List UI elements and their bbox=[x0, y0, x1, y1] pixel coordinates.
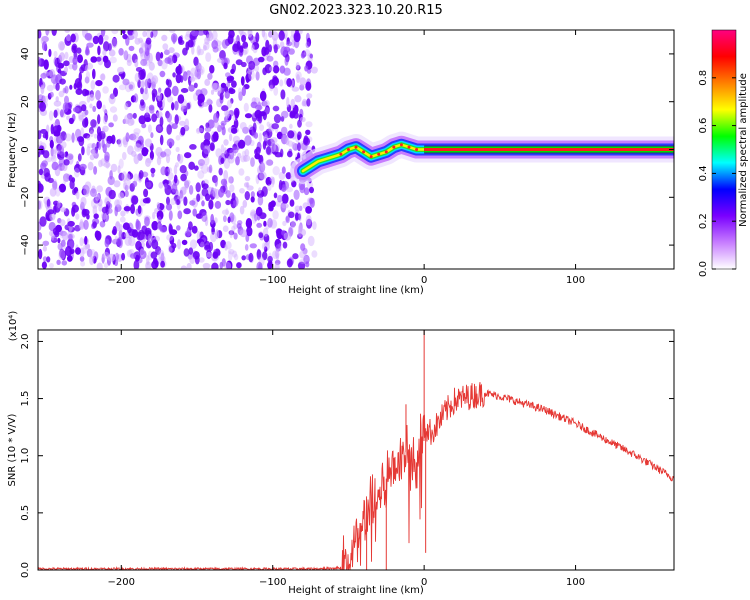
snr-data bbox=[38, 330, 674, 570]
colorbar-gradient bbox=[711, 29, 737, 270]
ridge-peak bbox=[407, 145, 411, 149]
ridge-peak bbox=[369, 155, 373, 159]
y-scale-label: (x10⁴) bbox=[8, 311, 19, 342]
colorbar-tick-label: 0.4 bbox=[698, 165, 709, 181]
panel2-frame bbox=[37, 329, 675, 571]
y-tick-label: −20 bbox=[20, 187, 31, 208]
colorbar-tick-label: 0.0 bbox=[698, 261, 709, 277]
colorbar-tick-label: 0.8 bbox=[698, 70, 709, 86]
y-axis-label: SNR (10 * V/V) bbox=[7, 413, 18, 486]
y-tick-label: 20 bbox=[20, 95, 31, 108]
x-axis-label: Height of straight line (km) bbox=[288, 585, 424, 596]
x-tick-label: 100 bbox=[566, 275, 585, 286]
colorbar-label: Normalized spectral amplitude bbox=[738, 73, 749, 227]
ridge-peak bbox=[384, 150, 388, 154]
x-tick-label: 100 bbox=[566, 577, 585, 588]
ridge-peak bbox=[362, 150, 366, 154]
ridge-peak bbox=[377, 152, 381, 156]
ridge-peak bbox=[346, 148, 350, 151]
y-tick-label: 1.5 bbox=[20, 391, 31, 407]
colorbar: 0.0 0.2 0.4 0.6 0.8 Normalized spectral ampli… bbox=[698, 29, 749, 277]
y-tick-label: 0.0 bbox=[20, 562, 31, 578]
ridge-peak bbox=[339, 152, 343, 156]
colorbar-tick-label: 0.2 bbox=[698, 213, 709, 229]
spectrogram-data bbox=[38, 30, 674, 269]
snr-line bbox=[38, 382, 674, 570]
signal-ridge bbox=[290, 131, 674, 184]
x-tick-label: −100 bbox=[259, 577, 286, 588]
y-tick-label: 2.0 bbox=[20, 333, 31, 349]
y-axis-label: Frequency (Hz) bbox=[7, 112, 18, 188]
x-tick-label: −200 bbox=[108, 275, 135, 286]
x-tick-label: 0 bbox=[421, 275, 427, 286]
y-tick-label: −40 bbox=[20, 235, 31, 256]
x-tick-label: 0 bbox=[421, 577, 427, 588]
noise-region bbox=[38, 30, 318, 269]
ridge-peak bbox=[354, 145, 358, 149]
colorbar-tick-label: 0.6 bbox=[698, 118, 709, 134]
snr-panel: −200 −100 0 100 0.0 0.5 1.0 1.5 2.0 Height of str… bbox=[7, 311, 675, 596]
y-tick-label: 40 bbox=[20, 48, 31, 61]
ridge-peak bbox=[399, 143, 403, 147]
chart-title: GN02.2023.323.10.20.R15 bbox=[269, 3, 443, 18]
x-tick-label: −100 bbox=[259, 275, 286, 286]
y-tick-label: 0 bbox=[20, 146, 31, 152]
ridge-peak bbox=[392, 145, 396, 149]
y-tick-label: 0.5 bbox=[20, 505, 31, 521]
x-tick-label: −200 bbox=[108, 577, 135, 588]
x-axis-label: Height of straight line (km) bbox=[288, 285, 424, 296]
ridge-peak bbox=[415, 148, 419, 151]
y-tick-label: 1.0 bbox=[20, 448, 31, 464]
